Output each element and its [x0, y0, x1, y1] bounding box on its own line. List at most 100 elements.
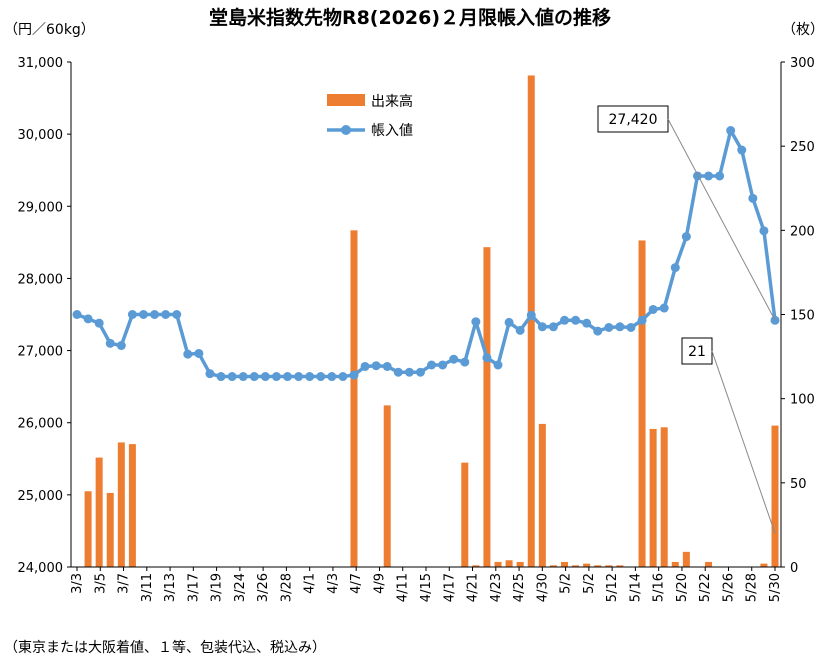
volume-bar — [760, 563, 768, 567]
price-line-path — [76, 128, 777, 379]
right-tick-label: 300 — [790, 56, 815, 71]
x-tick-label: 5/26 — [721, 573, 736, 602]
legend-line-label: 帳入値 — [371, 123, 413, 139]
price-point — [681, 232, 691, 242]
x-tick-label: 4/30 — [535, 573, 550, 602]
callouts: 27,420 21 — [597, 105, 776, 534]
left-axis-unit: （円／60kg） — [4, 22, 95, 38]
price-point — [150, 310, 160, 319]
price-point — [382, 361, 392, 371]
legend-line-marker — [341, 125, 351, 135]
volume-bar — [84, 491, 92, 567]
x-tick-label: 3/17 — [186, 573, 201, 602]
x-tick-label: 3/3 — [70, 573, 85, 594]
x-tick-label: 3/24 — [233, 573, 248, 602]
volume-bar — [649, 428, 657, 567]
x-tick-label: 4/9 — [372, 573, 387, 594]
callout-box-price — [597, 105, 669, 133]
price-point — [294, 372, 304, 382]
price-point — [471, 317, 481, 327]
x-tick-label: 4/3 — [326, 573, 341, 594]
right-tick-label: 50 — [790, 477, 807, 492]
volume-bar — [583, 563, 591, 567]
volume-bar — [383, 405, 391, 567]
left-tick-label: 25,000 — [18, 489, 64, 504]
x-tick-label: 5/22 — [698, 573, 713, 602]
left-tick-label: 28,000 — [18, 272, 64, 287]
price-point — [737, 145, 747, 155]
x-tick-label: 4/15 — [419, 573, 434, 602]
callout-label-price: 27,420 — [609, 112, 658, 128]
x-tick-label: 5/14 — [628, 573, 643, 602]
price-point — [593, 326, 603, 336]
volume-bar — [660, 427, 668, 567]
price-point — [360, 361, 370, 371]
price-point — [715, 171, 725, 181]
price-point — [548, 322, 558, 332]
left-tick-label: 29,000 — [18, 200, 64, 215]
price-point — [571, 315, 581, 325]
chart-title: 堂島米指数先物R8(2026)２月限帳入値の推移 — [209, 6, 611, 29]
price-point — [393, 367, 403, 377]
price-point — [271, 372, 281, 382]
right-tick-label: 0 — [790, 561, 798, 576]
x-tick-label: 5/2 — [582, 573, 597, 594]
volume-bar — [771, 425, 779, 567]
price-point — [127, 310, 137, 319]
price-point — [349, 370, 359, 380]
price-line — [72, 126, 780, 382]
volume-bar — [472, 565, 480, 567]
volume-bar — [572, 565, 580, 567]
price-point — [515, 325, 525, 335]
price-point — [526, 310, 536, 320]
price-point — [205, 369, 215, 379]
x-tick-label: 4/21 — [466, 573, 481, 602]
volume-bar — [505, 560, 513, 567]
x-tick-label: 4/25 — [512, 573, 527, 602]
price-point — [338, 372, 348, 382]
x-tick-label: 3/13 — [163, 573, 178, 602]
volume-bars — [84, 75, 779, 568]
right-tick-label: 100 — [790, 393, 815, 408]
price-point — [283, 372, 293, 382]
right-tick-label: 250 — [790, 140, 815, 155]
volume-bar — [95, 457, 103, 567]
x-tick-label: 4/1 — [303, 573, 318, 594]
price-point — [327, 372, 337, 382]
x-tick-label: 5/16 — [652, 573, 667, 602]
price-point — [94, 318, 104, 328]
price-point — [759, 226, 769, 236]
x-tick-label: 3/5 — [93, 573, 108, 594]
left-tick-label: 24,000 — [18, 561, 64, 576]
x-tick-label: 5/12 — [605, 573, 620, 602]
right-tick-label: 150 — [790, 309, 815, 324]
price-point — [648, 304, 658, 314]
right-axis-unit: （枚） — [782, 22, 824, 38]
left-tick-label: 30,000 — [18, 128, 64, 143]
price-point — [316, 372, 326, 382]
callout-leader-volume — [711, 350, 776, 534]
x-tick-label: 3/11 — [140, 573, 155, 602]
right-tick-label: 200 — [790, 224, 815, 239]
axes: 24,000 25,000 26,000 27,000 28,000 29,000 30,0… — [18, 56, 815, 602]
price-point — [260, 372, 270, 382]
x-tick-label: 3/26 — [256, 573, 271, 602]
x-tick-label: 5/30 — [768, 573, 783, 602]
x-tick-label: 4/23 — [489, 573, 504, 602]
price-point — [72, 310, 82, 319]
callout-box-volume — [681, 337, 713, 365]
price-point — [161, 310, 171, 319]
legend-bar-label: 出来高 — [371, 93, 413, 110]
volume-bar — [538, 423, 546, 567]
price-point — [692, 171, 702, 181]
price-point — [559, 315, 569, 325]
x-tick-label: 4/17 — [442, 573, 457, 602]
price-point — [105, 338, 115, 348]
volume-bar — [560, 561, 568, 567]
price-point — [404, 367, 414, 377]
price-point — [604, 322, 614, 332]
volume-bar — [128, 444, 136, 567]
price-point — [670, 263, 680, 273]
